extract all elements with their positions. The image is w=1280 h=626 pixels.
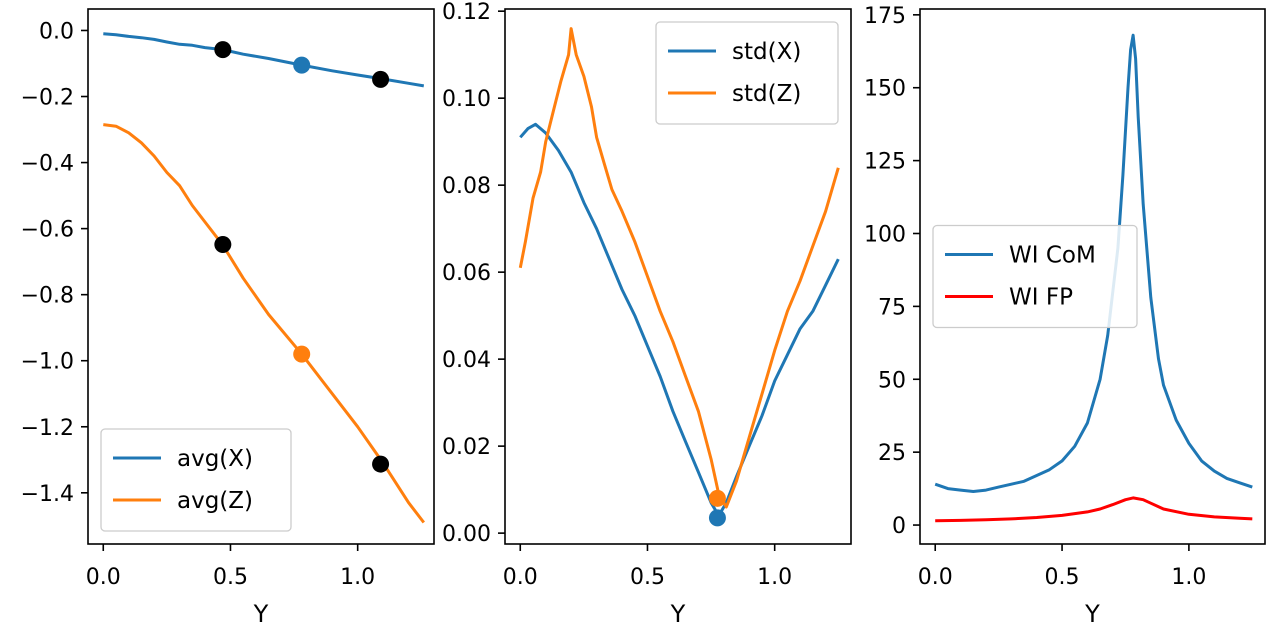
y-tick-label: 150 [864, 77, 906, 102]
y-tick-label: −0.8 [21, 284, 74, 309]
y-tick-label: −1.2 [21, 416, 74, 441]
y-tick-label: 50 [878, 368, 906, 393]
x-tick-label: 0.5 [213, 565, 248, 590]
y-tick-label: 0.02 [442, 435, 491, 460]
legend-box [932, 224, 1138, 329]
x-tick-label: 1.0 [340, 565, 375, 590]
series-line-wi-com [934, 33, 1253, 493]
y-tick-label: 75 [878, 295, 906, 320]
legend-label: avg(Z) [177, 488, 253, 514]
axes-frame [87, 8, 435, 545]
series-line-avg-x [103, 32, 425, 88]
legend-label: std(X) [732, 39, 801, 65]
x-tick-label: 0.0 [503, 565, 538, 590]
legend-label: std(Z) [732, 81, 801, 107]
y-tick-label: −0.6 [21, 218, 74, 243]
y-tick-label: 0.06 [442, 261, 491, 286]
y-tick-label: 100 [864, 222, 906, 247]
legend: avg(X) avg(Z) [100, 428, 292, 532]
legend-label: WI FP [1009, 285, 1073, 311]
data-marker [214, 41, 232, 59]
legend-box [655, 21, 839, 125]
series-line-avg-z [103, 123, 425, 524]
series-line-std-z [518, 27, 840, 509]
y-tick-label: 0.00 [442, 522, 491, 547]
subplot-wi-curves: 0.0 0.5 1.0 0 25 50 75 100 125 150 175 Y WI CoM WI FP [864, 4, 1266, 626]
data-marker [372, 70, 390, 88]
y-tick-label: 0.10 [442, 87, 491, 112]
y-tick-label: −0.2 [21, 86, 74, 111]
axes-frame [919, 8, 1266, 545]
legend-box [100, 428, 292, 532]
y-tick-label: 0 [892, 514, 906, 539]
x-tick-label: 0.5 [1045, 565, 1080, 590]
series-line-std-x [519, 122, 840, 518]
legend-label: WI CoM [1009, 243, 1096, 269]
x-axis-label: Y [670, 600, 686, 626]
data-marker [214, 235, 232, 253]
legend-label: avg(X) [177, 446, 253, 472]
y-tick-label: 25 [878, 441, 906, 466]
y-tick-label: 175 [864, 4, 906, 29]
y-tick-label: 0.0 [39, 19, 74, 44]
x-tick-label: 0.0 [918, 565, 953, 590]
y-tick-label: −1.4 [21, 482, 74, 507]
data-marker [372, 455, 390, 473]
y-tick-label: −1.0 [21, 350, 74, 375]
subplot-averages: 0.0 0.5 1.0 0.0 −0.2 −0.4 −0.6 −0.8 −1.0 −1.2 −1.4… [21, 8, 435, 626]
x-tick-label: 1.0 [1171, 565, 1206, 590]
y-tick-label: 0.08 [442, 174, 491, 199]
y-tick-label: 0.12 [442, 0, 491, 25]
series-line-wi-fp [935, 496, 1253, 523]
data-marker [708, 489, 726, 507]
axes-frame [504, 8, 852, 545]
x-tick-label: 0.0 [86, 565, 121, 590]
y-tick-label: 125 [864, 150, 906, 175]
data-marker [293, 56, 311, 74]
x-axis-label: Y [253, 600, 269, 626]
x-tick-label: 1.0 [757, 565, 792, 590]
data-marker [293, 345, 311, 363]
subplot-standard-deviations: 0.0 0.5 1.0 0.00 0.02 0.04 0.06 0.08 0.10 0.12 Yst… [442, 0, 852, 626]
legend: WI CoM WI FP [932, 224, 1138, 329]
data-marker [708, 509, 726, 527]
x-axis-label: Y [1084, 600, 1100, 626]
y-tick-label: −0.4 [21, 152, 74, 177]
legend: std(X) std(Z) [655, 21, 839, 125]
y-tick-label: 0.04 [442, 348, 491, 373]
x-tick-label: 0.5 [630, 565, 665, 590]
